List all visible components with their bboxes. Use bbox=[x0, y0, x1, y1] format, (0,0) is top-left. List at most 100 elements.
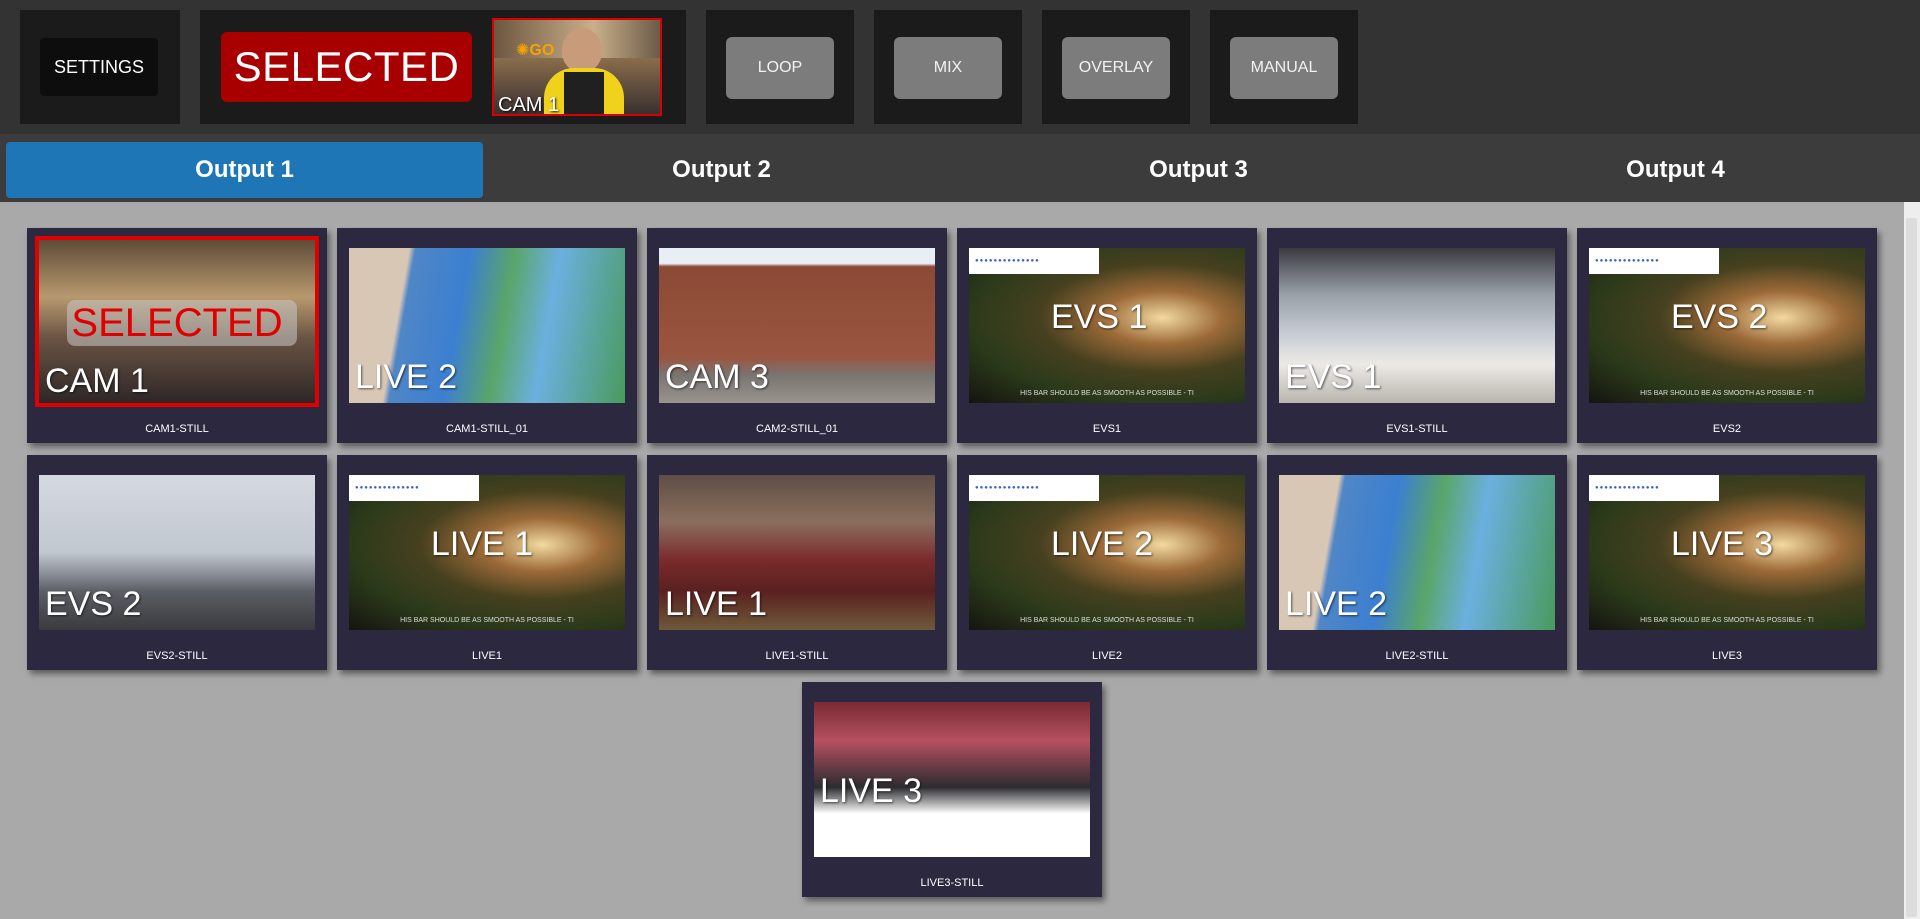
mix-panel: MIX bbox=[874, 10, 1022, 124]
manual-button[interactable]: MANUAL bbox=[1230, 37, 1338, 99]
clip-card[interactable]: ●●●●●●●●●●●●●● HIS BAR SHOULD BE AS SMOOT… bbox=[957, 455, 1257, 670]
thumbnail-image bbox=[659, 248, 935, 403]
clip-overlay-label: LIVE 2 bbox=[1051, 525, 1154, 563]
clip-card[interactable]: ●●●●●●●●●●●●●● HIS BAR SHOULD BE AS SMOOT… bbox=[957, 228, 1257, 443]
clip-card[interactable]: ●●●●●●●●●●●●●● HIS BAR SHOULD BE AS SMOOT… bbox=[337, 455, 637, 670]
overlay-button[interactable]: OVERLAY bbox=[1062, 37, 1170, 99]
clip-caption: CAM1-STILL_01 bbox=[446, 423, 528, 435]
selected-panel: SELECTED ✺GO CAM 1 bbox=[200, 10, 686, 124]
go-logo-icon: ✺GO bbox=[516, 42, 555, 59]
test-dots-icon: ●●●●●●●●●●●●●● bbox=[1595, 258, 1660, 264]
loop-button[interactable]: LOOP bbox=[726, 37, 834, 99]
ticker-text: HIS BAR SHOULD BE AS SMOOTH AS POSSIBLE … bbox=[1640, 617, 1814, 624]
overlay-panel: OVERLAY bbox=[1042, 10, 1190, 124]
clip-card[interactable]: CAM 1 SELECTED CAM1-STILL bbox=[27, 228, 327, 443]
ticker-text: HIS BAR SHOULD BE AS SMOOTH AS POSSIBLE … bbox=[1020, 390, 1194, 397]
ticker-text: HIS BAR SHOULD BE AS SMOOTH AS POSSIBLE … bbox=[1640, 390, 1814, 397]
clip-overlay-label: CAM 1 bbox=[45, 362, 149, 400]
clip-overlay-label: LIVE 3 bbox=[820, 772, 923, 810]
clip-thumbnail[interactable]: CAM 3 bbox=[659, 248, 935, 403]
output-tabs: Output 1 Output 2 Output 3 Output 4 bbox=[0, 134, 1920, 202]
settings-panel: SETTINGS bbox=[20, 10, 180, 124]
test-dots-icon: ●●●●●●●●●●●●●● bbox=[975, 485, 1040, 491]
clip-caption: CAM1-STILL bbox=[145, 423, 209, 435]
clip-thumbnail[interactable]: EVS 1 bbox=[1279, 248, 1555, 403]
clip-thumbnail[interactable]: ●●●●●●●●●●●●●● HIS BAR SHOULD BE AS SMOOT… bbox=[1589, 475, 1865, 630]
clip-thumbnail[interactable]: CAM 1 SELECTED bbox=[35, 236, 319, 407]
clip-thumbnail[interactable]: LIVE 1 bbox=[659, 475, 935, 630]
clip-thumbnail[interactable]: ●●●●●●●●●●●●●● HIS BAR SHOULD BE AS SMOOT… bbox=[349, 475, 625, 630]
clip-overlay-label: LIVE 2 bbox=[355, 358, 458, 396]
test-pattern-bar: ●●●●●●●●●●●●●● bbox=[969, 475, 1099, 501]
tab-output-1[interactable]: Output 1 bbox=[6, 142, 483, 198]
host-jacket-icon bbox=[564, 72, 604, 114]
test-dots-icon: ●●●●●●●●●●●●●● bbox=[1595, 485, 1660, 491]
clip-card[interactable]: ●●●●●●●●●●●●●● HIS BAR SHOULD BE AS SMOOT… bbox=[1577, 228, 1877, 443]
tab-output-4[interactable]: Output 4 bbox=[1626, 156, 1725, 183]
clip-thumbnail[interactable]: ●●●●●●●●●●●●●● HIS BAR SHOULD BE AS SMOOT… bbox=[969, 475, 1245, 630]
ticker-text: HIS BAR SHOULD BE AS SMOOTH AS POSSIBLE … bbox=[400, 617, 574, 624]
clip-thumbnail[interactable]: ●●●●●●●●●●●●●● HIS BAR SHOULD BE AS SMOOT… bbox=[1589, 248, 1865, 403]
clip-card[interactable]: LIVE 1 LIVE1-STILL bbox=[647, 455, 947, 670]
selected-overlay-text: SELECTED bbox=[71, 301, 283, 345]
clip-thumbnail[interactable]: LIVE 2 bbox=[349, 248, 625, 403]
clip-overlay-label: EVS 1 bbox=[1285, 358, 1382, 396]
thumbnail-image bbox=[39, 475, 315, 630]
clip-overlay-label: LIVE 2 bbox=[1285, 585, 1388, 623]
clip-card[interactable]: LIVE 2 CAM1-STILL_01 bbox=[337, 228, 637, 443]
clip-card[interactable]: LIVE 2 LIVE2-STILL bbox=[1267, 455, 1567, 670]
clip-caption: EVS1-STILL bbox=[1386, 423, 1448, 435]
test-dots-icon: ●●●●●●●●●●●●●● bbox=[355, 485, 420, 491]
clip-card[interactable]: EVS 1 EVS1-STILL bbox=[1267, 228, 1567, 443]
host-face-icon bbox=[562, 28, 602, 72]
clip-thumbnail[interactable]: EVS 2 bbox=[39, 475, 315, 630]
clip-caption: LIVE1-STILL bbox=[765, 650, 829, 662]
clip-caption: LIVE1 bbox=[472, 650, 502, 662]
selected-banner bbox=[67, 300, 297, 346]
test-pattern-bar: ●●●●●●●●●●●●●● bbox=[969, 248, 1099, 274]
preview-label: CAM 1 bbox=[498, 94, 560, 116]
settings-button[interactable]: SETTINGS bbox=[40, 38, 158, 96]
scrollbar-thumb[interactable] bbox=[1906, 218, 1917, 917]
selected-preview-thumbnail[interactable]: ✺GO CAM 1 bbox=[492, 18, 662, 116]
thumbnail-image bbox=[349, 248, 625, 403]
clip-overlay-label: LIVE 3 bbox=[1671, 525, 1774, 563]
mix-button[interactable]: MIX bbox=[894, 37, 1002, 99]
test-pattern-bar: ●●●●●●●●●●●●●● bbox=[1589, 475, 1719, 501]
top-toolbar: SETTINGS SELECTED ✺GO CAM 1 LOOP MIX OVE… bbox=[0, 0, 1920, 134]
clip-caption: LIVE2 bbox=[1092, 650, 1122, 662]
thumbnail-image bbox=[814, 702, 1090, 857]
clip-caption: LIVE3 bbox=[1712, 650, 1742, 662]
loop-panel: LOOP bbox=[706, 10, 854, 124]
thumbnail-image bbox=[1279, 475, 1555, 630]
clip-overlay-label: EVS 2 bbox=[1671, 298, 1768, 336]
clip-caption: EVS2 bbox=[1712, 423, 1742, 435]
clip-card[interactable]: CAM 3 CAM2-STILL_01 bbox=[647, 228, 947, 443]
clip-caption: LIVE3-STILL bbox=[920, 877, 984, 889]
test-pattern-bar: ●●●●●●●●●●●●●● bbox=[1589, 248, 1719, 274]
clip-overlay-label: LIVE 1 bbox=[665, 585, 768, 623]
clip-overlay-label: EVS 2 bbox=[45, 585, 142, 623]
clip-caption: CAM2-STILL_01 bbox=[756, 423, 838, 435]
clip-card[interactable]: LIVE 3 LIVE3-STILL bbox=[802, 682, 1102, 897]
clip-thumbnail[interactable]: ●●●●●●●●●●●●●● HIS BAR SHOULD BE AS SMOOT… bbox=[969, 248, 1245, 403]
clip-overlay-label: EVS 1 bbox=[1051, 298, 1148, 336]
clip-overlay-label: LIVE 1 bbox=[431, 525, 534, 563]
clip-card[interactable]: EVS 2 EVS2-STILL bbox=[27, 455, 327, 670]
clip-card[interactable]: ●●●●●●●●●●●●●● HIS BAR SHOULD BE AS SMOOT… bbox=[1577, 455, 1877, 670]
clip-caption: EVS2-STILL bbox=[146, 650, 208, 662]
clip-caption: LIVE2-STILL bbox=[1385, 650, 1449, 662]
clip-caption: EVS1 bbox=[1092, 423, 1122, 435]
manual-panel: MANUAL bbox=[1210, 10, 1358, 124]
clip-thumbnail[interactable]: LIVE 2 bbox=[1279, 475, 1555, 630]
thumbnail-image bbox=[659, 475, 935, 630]
clip-thumbnail[interactable]: LIVE 3 bbox=[814, 702, 1090, 857]
test-pattern-bar: ●●●●●●●●●●●●●● bbox=[349, 475, 479, 501]
tab-output-2[interactable]: Output 2 bbox=[672, 156, 771, 183]
tab-output-3[interactable]: Output 3 bbox=[1149, 156, 1248, 183]
clip-overlay-label: CAM 3 bbox=[665, 358, 769, 396]
thumbnail-image bbox=[1279, 248, 1555, 403]
test-dots-icon: ●●●●●●●●●●●●●● bbox=[975, 258, 1040, 264]
ticker-text: HIS BAR SHOULD BE AS SMOOTH AS POSSIBLE … bbox=[1020, 617, 1194, 624]
selected-indicator: SELECTED bbox=[221, 32, 472, 102]
